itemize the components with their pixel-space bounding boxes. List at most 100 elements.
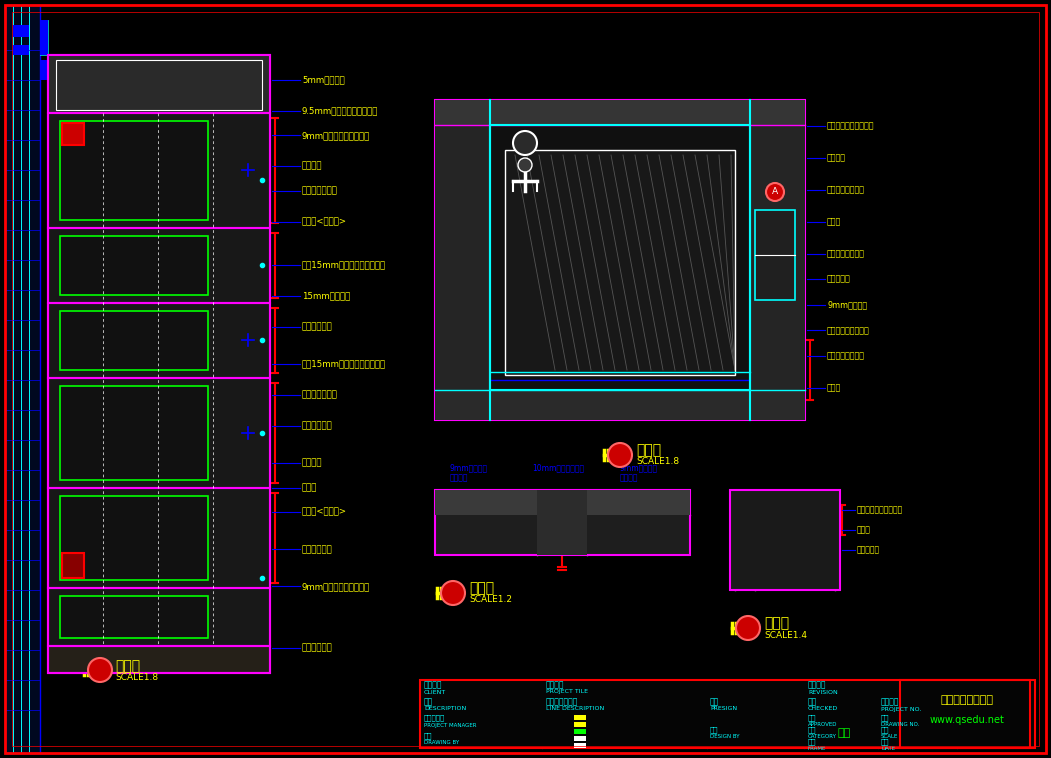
Bar — [755, 210, 795, 300]
Text: 柜门水洗橡饰面: 柜门水洗橡饰面 — [302, 186, 337, 196]
Bar — [56, 60, 262, 110]
Bar — [574, 722, 586, 727]
Bar — [48, 303, 270, 378]
Bar — [490, 125, 750, 390]
Bar — [504, 150, 735, 375]
Text: LINE DESCRIPTION: LINE DESCRIPTION — [547, 706, 604, 712]
Text: DATE: DATE — [881, 746, 895, 750]
Bar — [60, 236, 208, 295]
Text: PROJECT TILE: PROJECT TILE — [547, 690, 588, 694]
Bar — [48, 113, 270, 228]
Bar — [60, 596, 208, 638]
Text: SCALE: SCALE — [881, 735, 899, 740]
Circle shape — [736, 616, 760, 640]
Bar — [48, 646, 270, 673]
Bar — [60, 496, 208, 580]
Bar — [48, 55, 270, 673]
Bar — [48, 378, 270, 488]
Bar — [420, 680, 1030, 748]
Circle shape — [518, 158, 532, 172]
Text: 5mm夜板基础: 5mm夜板基础 — [302, 75, 345, 84]
Text: 日期: 日期 — [881, 739, 889, 745]
Circle shape — [88, 658, 112, 682]
Text: DESCRIPTION: DESCRIPTION — [424, 706, 467, 712]
Text: 蒙士白大理石密缝铺贴: 蒙士白大理石密缝铺贴 — [827, 121, 874, 130]
Text: 9mm夜板基层水洗橡饰面: 9mm夜板基层水洗橡饰面 — [302, 582, 370, 591]
Bar — [40, 20, 48, 55]
Text: 说明: 说明 — [424, 697, 433, 706]
Text: SCALE1.2: SCALE1.2 — [469, 596, 512, 604]
Text: FRAME: FRAME — [808, 746, 826, 750]
Text: 校对: 校对 — [808, 697, 818, 706]
Text: 10mm室潘色不锈镰: 10mm室潘色不锈镰 — [532, 463, 584, 472]
Text: CHECKED: CHECKED — [808, 706, 839, 712]
Text: 剪面图: 剪面图 — [469, 581, 494, 595]
Bar — [62, 123, 84, 145]
Text: SCALE1.8: SCALE1.8 — [636, 458, 679, 466]
Circle shape — [766, 183, 784, 201]
Bar — [48, 55, 270, 673]
Bar — [60, 121, 208, 220]
Text: 装施: 装施 — [838, 728, 851, 738]
Text: 类别: 类别 — [808, 727, 817, 733]
Bar — [48, 588, 270, 646]
Text: 9mm夜板基层: 9mm夜板基层 — [620, 463, 658, 472]
Text: 9mm夜板基层: 9mm夜板基层 — [450, 463, 488, 472]
Bar — [48, 228, 270, 303]
Text: 图号: 图号 — [881, 715, 889, 722]
Bar — [900, 680, 1035, 748]
Text: PRESIGN: PRESIGN — [710, 706, 737, 712]
Bar — [574, 715, 586, 720]
Text: 9.5mm石膏板刷白色乳胶漆: 9.5mm石膏板刷白色乳胶漆 — [302, 106, 378, 115]
Bar — [62, 553, 84, 578]
Text: 门钰链<带缓冲>: 门钰链<带缓冲> — [302, 218, 347, 227]
Text: 9mm夜板基层水洗橡饰面: 9mm夜板基层水洗橡饰面 — [302, 131, 370, 139]
Text: 实木线条收口: 实木线条收口 — [302, 421, 333, 431]
Text: 层板钉: 层板钉 — [302, 483, 317, 492]
Bar — [40, 20, 48, 55]
Text: 墙纸饰面: 墙纸饰面 — [620, 474, 639, 483]
Bar — [62, 123, 84, 145]
Bar — [435, 100, 805, 125]
Text: 蒙士白大理石台面: 蒙士白大理石台面 — [827, 249, 865, 258]
Text: DESIGN BY: DESIGN BY — [710, 735, 740, 740]
Bar — [537, 490, 588, 555]
Bar — [60, 236, 208, 295]
Bar — [60, 311, 208, 370]
Text: CATEGORY: CATEGORY — [808, 735, 837, 740]
Bar — [574, 736, 586, 741]
Text: 柜内15mm夜板基础水洗橡饰面: 柜内15mm夜板基础水洗橡饰面 — [302, 359, 386, 368]
Text: A: A — [771, 187, 778, 196]
Text: 灰镖饰面玻璃胶固定: 灰镖饰面玻璃胶固定 — [827, 326, 870, 335]
Text: 粘贴层: 粘贴层 — [827, 384, 841, 393]
Circle shape — [441, 581, 465, 605]
Text: 比例: 比例 — [881, 727, 889, 733]
Bar — [574, 743, 586, 748]
Circle shape — [513, 131, 537, 155]
Bar — [48, 303, 270, 378]
Text: 图纸名称: 图纸名称 — [808, 681, 826, 690]
Bar — [60, 311, 208, 370]
Text: 9mm夜板基础: 9mm夜板基础 — [827, 300, 867, 309]
Bar — [60, 596, 208, 638]
Text: 打印机显示说明: 打印机显示说明 — [547, 697, 578, 706]
Bar — [730, 490, 840, 590]
Text: SCALE1.8: SCALE1.8 — [115, 674, 158, 682]
Text: 成品門板: 成品門板 — [827, 153, 846, 162]
Text: 审批: 审批 — [808, 715, 817, 722]
Bar — [574, 729, 586, 734]
Bar — [5, 5, 40, 753]
Text: 设计: 设计 — [710, 727, 719, 733]
Bar — [48, 488, 270, 588]
Text: 柜门水洗橡饰面: 柜门水洗橡饰面 — [302, 390, 337, 399]
Bar — [504, 150, 735, 375]
Text: 工程责任人: 工程责任人 — [424, 715, 446, 722]
Text: 15mm夜板基础: 15mm夜板基础 — [302, 292, 350, 300]
Bar — [750, 100, 805, 420]
Text: 绘图: 绘图 — [424, 733, 433, 739]
Text: 剪面图: 剪面图 — [115, 659, 140, 673]
Bar — [48, 378, 270, 488]
Text: 图幅: 图幅 — [808, 739, 817, 745]
Text: 门钰链<带缓冲>: 门钰链<带缓冲> — [302, 508, 347, 517]
Text: DRAWING BY: DRAWING BY — [424, 740, 459, 744]
